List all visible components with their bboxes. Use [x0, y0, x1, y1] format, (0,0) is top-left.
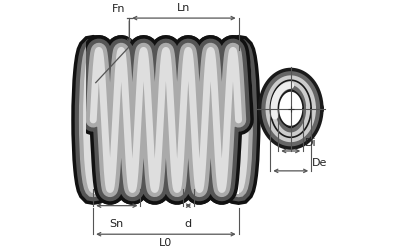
Text: Fn: Fn [112, 4, 126, 14]
Ellipse shape [278, 91, 303, 127]
Text: Di: Di [304, 138, 316, 148]
Text: Ln: Ln [177, 3, 191, 13]
Text: d: d [184, 219, 192, 229]
Text: L0: L0 [159, 238, 172, 248]
Text: De: De [312, 158, 328, 168]
Ellipse shape [270, 80, 311, 137]
FancyBboxPatch shape [231, 46, 239, 195]
Text: Sn: Sn [110, 219, 124, 229]
FancyBboxPatch shape [93, 46, 101, 195]
